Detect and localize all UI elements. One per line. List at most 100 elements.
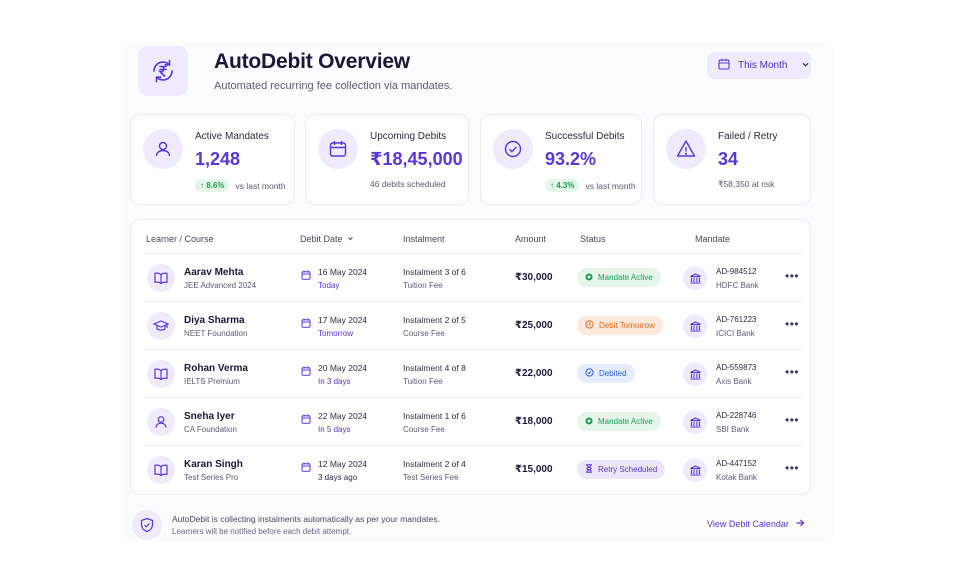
arrow-right-icon bbox=[795, 518, 805, 530]
fee-type: Tuition Fee bbox=[403, 281, 443, 290]
column-header-debit-date[interactable]: Debit Date bbox=[300, 234, 354, 244]
instalment: Instalment 4 of 8 bbox=[403, 363, 466, 373]
book-icon bbox=[147, 264, 175, 292]
column-header-instalment[interactable]: Instalment bbox=[403, 234, 445, 244]
stat-label: Active Mandates bbox=[195, 131, 269, 142]
debit-date: 22 May 2024 bbox=[318, 411, 368, 421]
bank-name: SBI Bank bbox=[716, 425, 750, 434]
stat-value: ₹18,45,000 bbox=[370, 149, 463, 169]
instalment: Instalment 3 of 6 bbox=[403, 267, 466, 277]
column-header-label: Debit Date bbox=[300, 234, 343, 244]
stat-card-upcoming-debits: Upcoming Debits ₹18,45,000 46 debits sch… bbox=[305, 114, 469, 205]
calendar-icon bbox=[301, 459, 311, 477]
hourglass-icon bbox=[585, 464, 593, 475]
book-icon bbox=[147, 360, 175, 388]
stat-card-active-mandates: Active Mandates 1,248 ↑ 8.6% vs last mon… bbox=[130, 114, 295, 205]
status-badge: Mandate Active bbox=[577, 268, 661, 287]
mandate-id: AD-228746 bbox=[716, 411, 757, 420]
more-options-icon[interactable]: ••• bbox=[785, 461, 800, 475]
fee-type: Course Fee bbox=[403, 329, 445, 338]
debits-table: Learner / Course Debit Date Instalment A… bbox=[130, 219, 811, 495]
trend-note: vs last month bbox=[235, 180, 286, 191]
period-selector-button[interactable]: This Month bbox=[707, 52, 811, 79]
trend-value: 8.6% bbox=[206, 181, 225, 190]
fee-type: Course Fee bbox=[403, 425, 445, 434]
more-options-icon[interactable]: ••• bbox=[785, 317, 800, 331]
fee-type: Tuition Fee bbox=[403, 377, 443, 386]
calendar-icon bbox=[301, 267, 311, 285]
bank-icon bbox=[683, 362, 707, 386]
table-row[interactable]: Rohan Verma IELTS Premium 20 May 2024 In… bbox=[145, 349, 803, 397]
debit-date: 16 May 2024 bbox=[318, 267, 368, 277]
stat-footnote: ₹58,350 at risk bbox=[718, 179, 775, 189]
status-label: Debit Tomorrow bbox=[599, 321, 655, 330]
sort-chevron-icon bbox=[347, 234, 354, 244]
trend-up-badge: ↑ 8.6% bbox=[195, 179, 230, 192]
bank-icon bbox=[683, 458, 707, 482]
view-debit-calendar-link[interactable]: View Debit Calendar bbox=[707, 518, 805, 530]
active-dot-icon bbox=[585, 273, 593, 283]
table-row[interactable]: Sneha Iyer CA Foundation 22 May 2024 In … bbox=[145, 397, 803, 445]
table-row[interactable]: Diya Sharma NEET Foundation 17 May 2024 … bbox=[145, 301, 803, 349]
stat-footnote: 46 debits scheduled bbox=[370, 179, 446, 189]
amount: ₹22,000 bbox=[515, 368, 553, 379]
learner-name: Diya Sharma bbox=[184, 315, 245, 326]
column-header-learner[interactable]: Learner / Course bbox=[146, 234, 214, 244]
status-label: Debited bbox=[599, 369, 627, 378]
stat-label: Successful Debits bbox=[545, 131, 625, 142]
debit-date: 20 May 2024 bbox=[318, 363, 368, 373]
user-icon bbox=[143, 129, 183, 169]
mandate-id: AD-984512 bbox=[716, 267, 757, 276]
stat-trend: ↑ 4.3% vs last month bbox=[545, 179, 636, 192]
table-row[interactable]: Aarav Mehta JEE Advanced 2024 16 May 202… bbox=[145, 253, 803, 301]
trend-value: 4.3% bbox=[556, 181, 575, 190]
more-options-icon[interactable]: ••• bbox=[785, 365, 800, 379]
graduation-cap-icon bbox=[147, 312, 175, 340]
footer-message: AutoDebit is collecting instalments auto… bbox=[172, 514, 440, 524]
debit-relative: In 3 days bbox=[318, 377, 351, 386]
rupee-cycle-icon bbox=[138, 46, 188, 96]
status-badge: Debit Tomorrow bbox=[577, 316, 663, 335]
stat-value: 1,248 bbox=[195, 149, 241, 169]
mandate-id: AD-761223 bbox=[716, 315, 757, 324]
mandate-id: AD-447152 bbox=[716, 459, 757, 468]
stat-value: 34 bbox=[718, 149, 739, 169]
learner-name: Sneha Iyer bbox=[184, 411, 235, 422]
amount: ₹25,000 bbox=[515, 320, 553, 331]
column-header-mandate[interactable]: Mandate bbox=[695, 234, 731, 244]
trend-note: vs last month bbox=[585, 180, 636, 191]
check-circle-icon bbox=[493, 129, 533, 169]
column-header-amount[interactable]: Amount bbox=[515, 234, 547, 244]
warning-icon bbox=[666, 129, 706, 169]
learner-name: Aarav Mehta bbox=[184, 267, 244, 278]
learner-name: Rohan Verma bbox=[184, 363, 248, 374]
more-options-icon[interactable]: ••• bbox=[785, 269, 800, 283]
debit-relative: Today bbox=[318, 281, 340, 290]
table-row[interactable]: Karan Singh Test Series Pro 12 May 2024 … bbox=[145, 445, 803, 493]
instalment: Instalment 1 of 6 bbox=[403, 411, 466, 421]
calendar-icon bbox=[301, 363, 311, 381]
trend-up-badge: ↑ 4.3% bbox=[545, 179, 580, 192]
calendar-icon bbox=[301, 411, 311, 429]
status-label: Retry Scheduled bbox=[598, 465, 658, 474]
amount: ₹30,000 bbox=[515, 272, 553, 283]
more-options-icon[interactable]: ••• bbox=[785, 413, 800, 427]
debit-relative: In 5 days bbox=[318, 425, 351, 434]
active-dot-icon bbox=[585, 417, 593, 427]
learner-name: Karan Singh bbox=[184, 459, 243, 470]
bank-name: HDFC Bank bbox=[716, 281, 759, 290]
calendar-icon bbox=[301, 315, 311, 333]
bank-icon bbox=[683, 266, 707, 290]
stat-label: Upcoming Debits bbox=[370, 131, 447, 142]
clock-icon bbox=[585, 320, 594, 331]
fee-type: Test Series Fee bbox=[403, 473, 459, 482]
debit-relative: 3 days ago bbox=[318, 473, 358, 482]
bank-icon bbox=[683, 410, 707, 434]
debit-date: 17 May 2024 bbox=[318, 315, 368, 325]
stat-label: Failed / Retry bbox=[718, 131, 778, 142]
status-label: Mandate Active bbox=[598, 273, 653, 282]
mandate-id: AD-559873 bbox=[716, 363, 757, 372]
column-header-status[interactable]: Status bbox=[580, 234, 606, 244]
book-icon bbox=[147, 456, 175, 484]
course-name: CA Foundation bbox=[184, 425, 237, 434]
